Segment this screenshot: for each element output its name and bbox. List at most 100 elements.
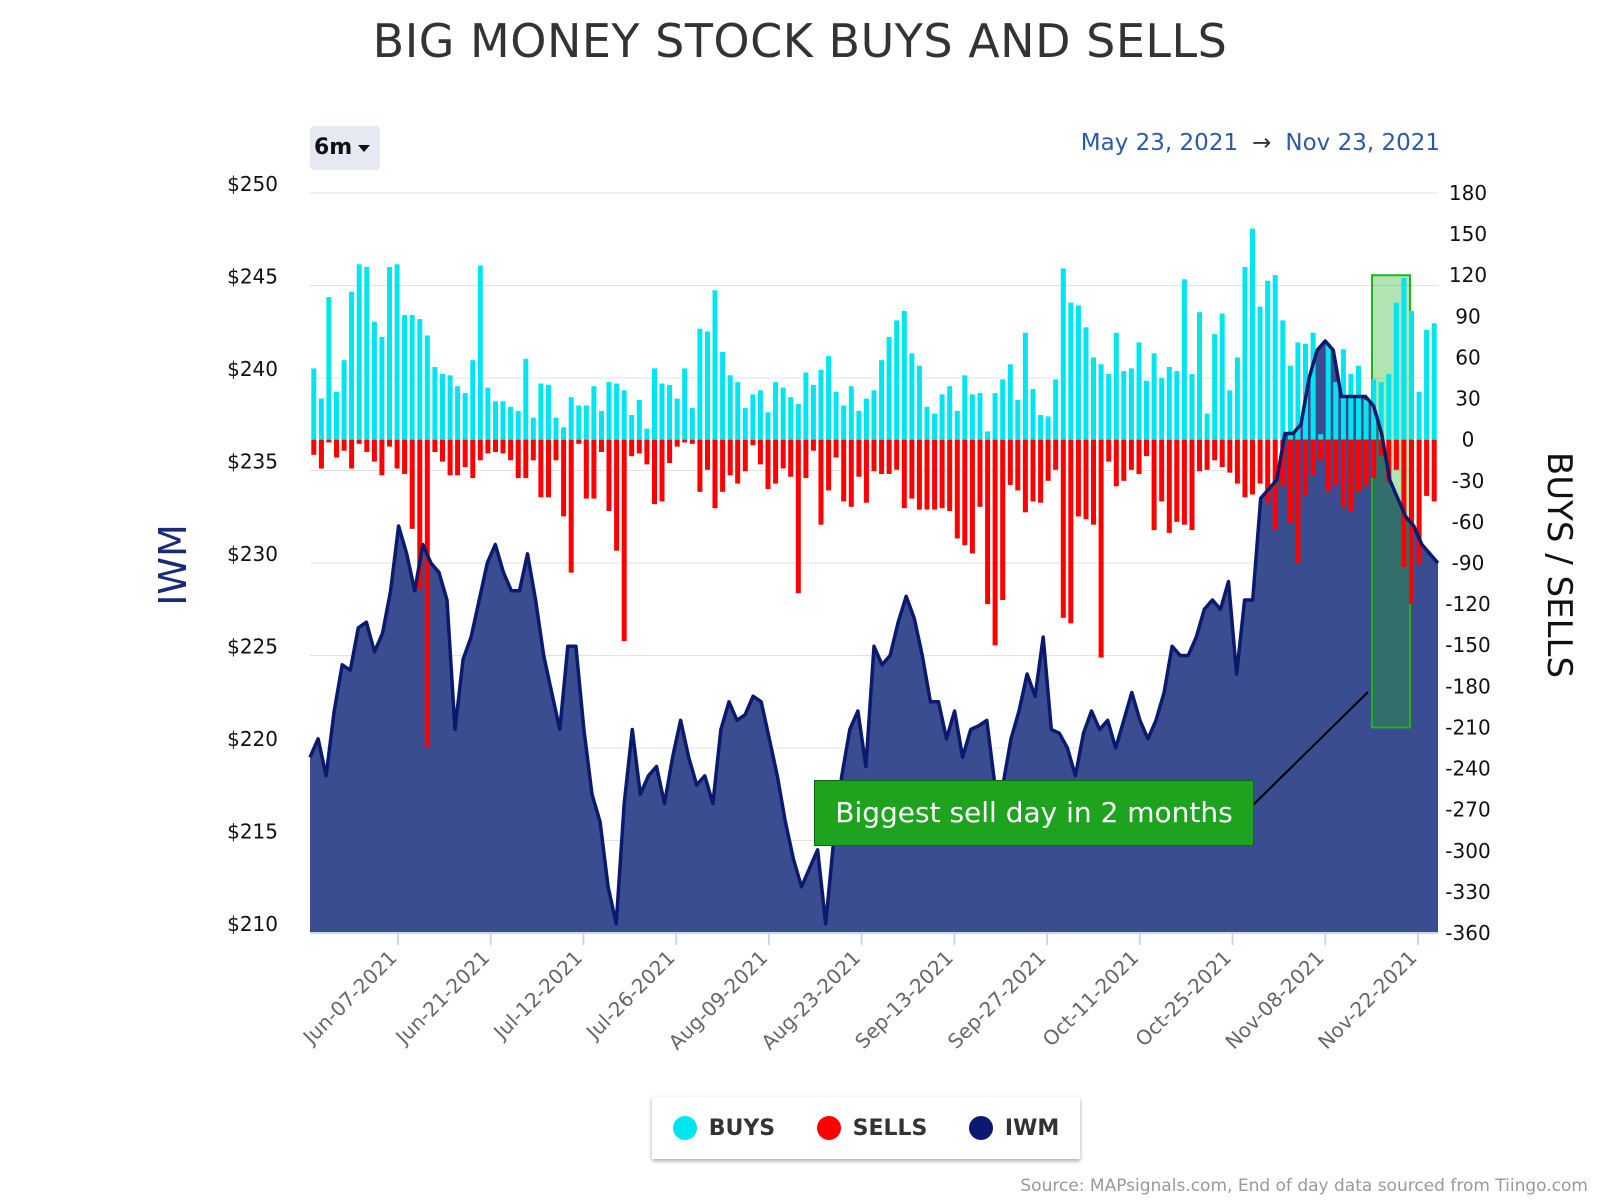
buy-bar: [515, 410, 521, 440]
x-tick-label: Jun-07-2021: [297, 946, 402, 1051]
sell-bar: [901, 439, 907, 509]
buy-bar: [1250, 228, 1255, 440]
sell-bar: [1166, 439, 1172, 533]
buy-bar: [1159, 378, 1165, 440]
iwm-line: [308, 339, 1440, 926]
buy-bar: [440, 373, 445, 440]
sell-bar: [788, 439, 794, 477]
buy-bar: [992, 393, 998, 440]
right-tick-label: -360: [1445, 921, 1490, 945]
legend-item-buys[interactable]: BUYS: [672, 1116, 775, 1141]
legend-item-iwm[interactable]: IWM: [968, 1115, 1060, 1141]
buy-bar: [1007, 364, 1013, 440]
buy-bar: [1356, 365, 1361, 440]
sell-bar: [894, 439, 900, 470]
left-tick-label: $230: [227, 542, 278, 566]
sell-bar: [1106, 439, 1112, 462]
date-range-start[interactable]: May 23, 2021: [1080, 130, 1239, 156]
buy-bar: [1401, 278, 1407, 440]
buy-bar: [1416, 391, 1422, 440]
source-credit: Source: MAPsignals.com, End of day data …: [1020, 1176, 1588, 1196]
sell-bar: [742, 439, 748, 472]
sell-bar: [947, 439, 953, 511]
sell-bar: [1356, 439, 1361, 492]
sell-bar: [977, 439, 983, 507]
sell-bar: [1371, 439, 1377, 479]
range-selector-dropdown[interactable]: 6m: [310, 126, 380, 170]
x-tick-label: Nov-22-2021: [1313, 946, 1421, 1054]
legend-item-sells[interactable]: SELLS: [816, 1115, 928, 1141]
sell-bar: [349, 439, 355, 469]
sell-bar: [599, 439, 604, 452]
sell-bar: [1325, 439, 1331, 492]
buy-bar: [447, 375, 453, 440]
sell-bar: [470, 439, 476, 479]
x-tick-label: Aug-23-2021: [756, 946, 865, 1055]
buy-bar: [871, 390, 877, 440]
sell-bar: [1174, 439, 1180, 522]
sell-bar: [1401, 439, 1407, 568]
buy-bar: [576, 405, 582, 440]
sell-bar: [659, 439, 665, 502]
sell-bar: [318, 439, 324, 469]
buy-bar: [810, 384, 816, 440]
buy-bar: [780, 387, 786, 440]
buy-bar: [1348, 373, 1354, 440]
sell-bar: [1431, 439, 1437, 502]
buy-bar: [485, 387, 491, 440]
sell-bar: [409, 439, 415, 529]
sell-bar: [886, 439, 892, 474]
buy-bar: [470, 360, 476, 440]
buy-bar: [318, 398, 324, 440]
sell-bar: [1250, 439, 1255, 495]
sell-bar: [1015, 439, 1021, 491]
buy-bar: [1106, 373, 1112, 440]
buy-bar: [591, 386, 597, 440]
buy-bar: [757, 390, 763, 440]
right-tick-label: -180: [1445, 674, 1490, 698]
sell-bar: [1333, 439, 1339, 485]
annotation-connector: [1251, 691, 1369, 807]
sell-bar: [1378, 439, 1384, 457]
buy-bar: [387, 267, 392, 440]
buy-bar: [1121, 371, 1127, 440]
buy-bar: [1053, 379, 1059, 440]
x-tick-label: Oct-11-2021: [1038, 946, 1144, 1052]
buy-bar: [455, 386, 461, 440]
sell-bar: [682, 439, 688, 443]
buy-bar: [1227, 390, 1233, 440]
sell-bar: [833, 439, 839, 458]
sell-bar: [652, 439, 657, 505]
sell-bar: [424, 439, 430, 748]
legend-label-iwm: IWM: [1004, 1115, 1060, 1141]
buy-bar: [720, 352, 726, 440]
buy-bar: [901, 310, 907, 440]
sell-bar: [985, 439, 991, 605]
legend-label-sells: SELLS: [852, 1115, 928, 1141]
right-tick-label: -90: [1452, 551, 1485, 575]
buy-bar: [553, 417, 559, 440]
buy-bar: [1068, 302, 1074, 440]
sell-bar: [750, 439, 756, 446]
sell-bar: [1280, 439, 1286, 487]
sell-bar: [962, 439, 968, 546]
right-tick-label: -270: [1445, 798, 1490, 822]
date-range-end[interactable]: Nov 23, 2021: [1285, 130, 1440, 156]
buy-bar: [477, 265, 483, 440]
buy-bar: [712, 290, 718, 440]
sell-bar: [1340, 439, 1346, 509]
sell-bar: [530, 439, 536, 461]
buy-bar: [826, 356, 832, 440]
sell-bar: [924, 439, 930, 510]
buy-bar: [334, 391, 339, 440]
buy-bar: [1098, 364, 1104, 440]
buy-bar: [599, 410, 604, 440]
sell-bar: [1219, 439, 1225, 468]
sell-bar: [1393, 439, 1399, 470]
buy-bar: [1242, 267, 1248, 440]
buy-bar: [1015, 399, 1021, 440]
sell-bar: [969, 439, 975, 554]
buy-bar: [379, 336, 385, 440]
sell-bar: [379, 439, 385, 476]
buy-bar: [1424, 330, 1430, 440]
